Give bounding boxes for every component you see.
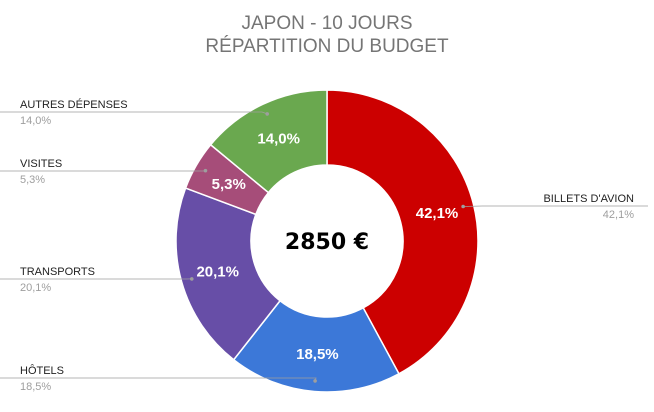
callout-labels: BILLETS D'AVION 42,1% HÔTELS 18,5% TRANSPORT… [0,98,648,393]
callout-name-billets-d-avion: BILLETS D'AVION [543,193,634,205]
center-total-label: 2850 € [285,230,369,255]
callout-name-hotels: HÔTELS [20,364,64,377]
slice-transports [175,187,282,361]
leader-line-billets-d-avion [463,205,648,207]
callout-hotels: HÔTELS 18,5% [0,364,317,393]
leader-dot-transports [189,277,194,281]
callout-name-visites: VISITES [20,158,62,170]
leader-dot-billets-d-avion [461,204,465,209]
slice-value-billets-d-avion: 42,1% [416,205,459,222]
donut-slices [175,89,479,393]
slice-value-transports: 20,1% [196,264,239,281]
leader-dot-visites [203,168,208,173]
callout-autres-depenses: AUTRES DÉPENSES 14,0% [0,98,270,127]
callout-value-transports: 20,1% [20,282,51,294]
slice-value-autres-depenses: 14,0% [257,130,300,147]
leader-dot-hotels [313,379,317,383]
slice-value-hotels: 18,5% [296,346,339,363]
leader-dot-autres-depenses [265,112,270,116]
callout-name-transports: TRANSPORTS [20,266,95,278]
chart-title: JAPON - 10 JOURS [241,13,412,34]
slice-hotels [232,299,400,393]
slice-billets-d-avion [326,89,479,375]
slice-value-visites: 5,3% [212,176,246,193]
slice-autres-depenses [209,89,328,194]
callout-transports: TRANSPORTS 20,1% [0,266,194,294]
callout-visites: VISITES 5,3% [0,158,208,186]
slice-percent-labels: 42,1% 18,5% 20,1% 5,3% 14,0% [196,130,458,363]
callout-value-autres-depenses: 14,0% [20,115,51,127]
callout-value-visites: 5,3% [20,174,45,186]
callout-value-hotels: 18,5% [20,381,51,393]
callout-value-billets-d-avion: 42,1% [603,209,634,221]
chart-subtitle: RÉPARTITION DU BUDGET [205,36,449,57]
leader-line-autres-depenses [0,111,268,115]
callout-name-autres-depenses: AUTRES DÉPENSES [20,98,128,111]
callout-billets-d-avion: BILLETS D'AVION 42,1% [461,193,648,221]
